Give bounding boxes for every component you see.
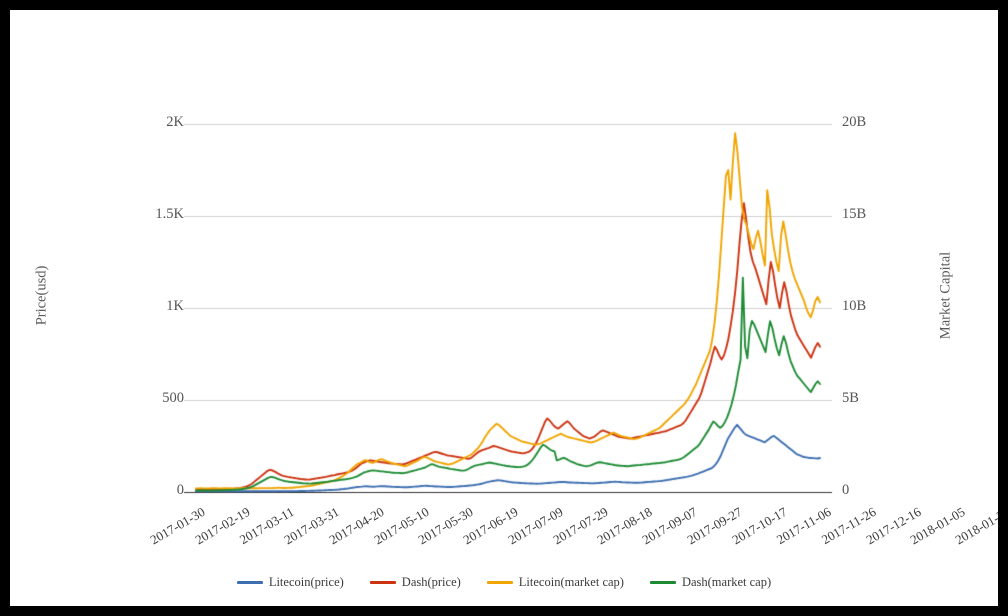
y-right-tick-label: 0 (842, 482, 850, 498)
y-right-tick-label: 10B (842, 298, 867, 314)
legend-label: Litecoin(market cap) (518, 575, 624, 589)
legend-label: Litecoin(price) (268, 575, 344, 589)
y-left-tick-label: 0 (176, 482, 184, 498)
legend-item[interactable]: Dash(price) (369, 575, 461, 590)
legend-swatch-icon (236, 581, 263, 584)
y-right-tick-label: 20B (842, 114, 867, 130)
legend-item[interactable]: Litecoin(price) (236, 575, 344, 590)
y-axis-right-title: Market Capital (937, 251, 954, 340)
y-right-tick-label: 5B (842, 390, 859, 406)
y-left-tick-label: 2K (166, 114, 184, 130)
legend-label: Dash(price) (401, 575, 461, 589)
legend-item[interactable]: Litecoin(market cap) (486, 575, 624, 590)
y-left-tick-label: 1.5K (155, 206, 184, 222)
y-axis-left-title: Price(usd) (33, 265, 50, 326)
line-chart-canvas (10, 10, 998, 606)
legend-swatch-icon (369, 581, 396, 584)
legend-label: Dash(market cap) (681, 575, 772, 589)
chart-legend: Litecoin(price) Dash(price) Litecoin(marke… (10, 575, 998, 590)
legend-swatch-icon (486, 581, 513, 584)
legend-item[interactable]: Dash(market cap) (649, 575, 772, 590)
y-left-tick-label: 1K (166, 298, 184, 314)
chart-frame: Price(usd) Market Capital 0 500 1K 1.5K 2K 0… (10, 10, 998, 606)
y-left-tick-label: 500 (162, 390, 184, 406)
y-right-tick-label: 15B (842, 206, 867, 222)
legend-swatch-icon (649, 581, 676, 584)
